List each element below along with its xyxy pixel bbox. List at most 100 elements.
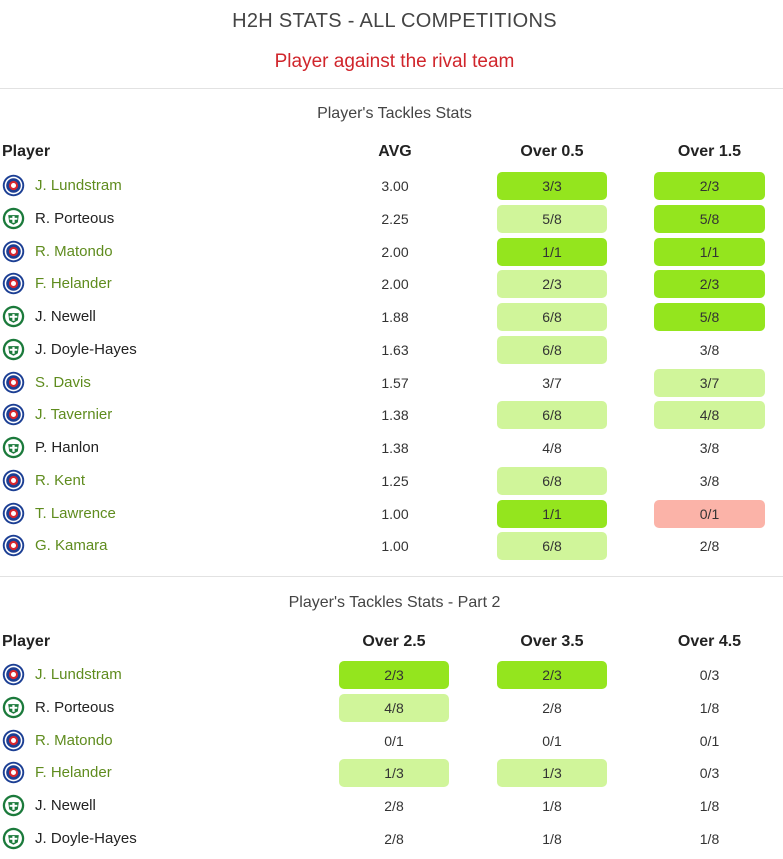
stat-cell: 4/8 [339, 693, 449, 722]
table1-header: Player AVG Over 0.5 Over 1.5 [0, 140, 783, 164]
stat-cell: 1/1 [497, 237, 607, 266]
table2-header: Player Over 2.5 Over 3.5 Over 4.5 [0, 630, 783, 654]
table-row-r-matondo: R. Matondo 2.00 1/1 1/1 [0, 237, 783, 267]
stat-cell: 3/7 [542, 374, 562, 391]
player-name-link: J. Newell [35, 797, 96, 814]
stat-cell: 5/8 [654, 204, 765, 233]
player-name-link: J. Doyle-Hayes [35, 829, 137, 847]
player-name-link[interactable]: F. Helander [35, 764, 112, 782]
stat-cell: 6/8 [497, 466, 607, 495]
player-name-link[interactable]: R. Matondo [35, 731, 113, 749]
rangers-crest-icon [2, 469, 25, 492]
stat-cell: 2/8 [384, 830, 404, 847]
hibernian-crest-icon [2, 696, 25, 719]
column-header-over-1-5: Over 1.5 [677, 143, 742, 160]
stat-cell: 3/8 [699, 440, 720, 456]
table-row-r-kent: R. Kent 1.25 6/8 3/8 [0, 466, 783, 496]
stat-cell: 2/3 [339, 661, 449, 689]
avg-value: 3.00 [381, 178, 409, 194]
stat-cell: 1/1 [654, 237, 765, 266]
avg-value: 1.38 [381, 440, 409, 456]
player-name-link[interactable]: J. Lundstram [35, 177, 122, 194]
player-name-link: J. Doyle-Hayes [35, 340, 137, 358]
column-header-over-0-5: Over 0.5 [520, 143, 584, 160]
player-name-link: R. Porteous [35, 209, 115, 227]
stat-cell: 5/8 [654, 303, 765, 331]
rangers-crest-icon [2, 729, 25, 752]
stat-cell: 1/8 [699, 830, 720, 847]
avg-value: 2.00 [381, 243, 409, 260]
stat-cell: 2/3 [654, 270, 765, 299]
table-row-j-tavernier: J. Tavernier 1.38 6/8 4/8 [0, 400, 783, 430]
player-name-link[interactable]: G. Kamara [35, 537, 108, 555]
section-title-tackles: Player's Tackles Stats [317, 105, 472, 122]
table-row-r-porteous: R. Porteous 2.25 5/8 5/8 [0, 204, 783, 234]
avg-value: 1.63 [381, 341, 409, 358]
stat-cell: 2/8 [384, 798, 404, 814]
stat-cell: 4/8 [654, 401, 765, 430]
table-row-j-lundstram: J. Lundstram 2/3 2/3 0/3 [0, 660, 783, 690]
stat-cell: 6/8 [497, 335, 607, 364]
column-header-avg: AVG [378, 143, 412, 160]
table-row-j-lundstram: J. Lundstram 3.00 3/3 2/3 [0, 171, 783, 201]
hibernian-crest-icon [2, 436, 25, 459]
table-row-j-newell: J. Newell 1.88 6/8 5/8 [0, 302, 783, 332]
page-title: H2H STATS - ALL COMPETITIONS [232, 10, 557, 32]
hibernian-crest-icon [2, 794, 25, 817]
table-row-j-doyle-hayes: J. Doyle-Hayes 1.63 6/8 3/8 [0, 335, 783, 365]
stat-cell: 2/8 [542, 699, 562, 716]
player-name-link[interactable]: S. Davis [35, 373, 91, 391]
stat-cell: 0/3 [699, 667, 720, 683]
stat-cell: 1/1 [497, 499, 607, 528]
stat-cell: 0/1 [654, 499, 765, 528]
column-header-player: Player [2, 633, 51, 650]
player-name-link: R. Porteous [35, 698, 115, 716]
rangers-crest-icon [2, 371, 25, 394]
avg-value: 2.00 [381, 276, 409, 293]
table-row-f-helander: F. Helander 1/3 1/3 0/3 [0, 758, 783, 788]
table-row-g-kamara: G. Kamara 1.00 6/8 2/8 [0, 531, 783, 561]
stat-cell: 2/8 [699, 538, 720, 555]
stat-cell: 4/8 [542, 440, 562, 456]
player-name-link[interactable]: J. Tavernier [35, 406, 113, 424]
player-name-link[interactable]: R. Kent [35, 471, 86, 489]
hibernian-crest-icon [2, 207, 25, 230]
avg-value: 1.88 [381, 309, 409, 325]
stat-cell: 6/8 [497, 303, 607, 331]
avg-value: 2.25 [381, 210, 409, 227]
rangers-crest-icon [2, 663, 25, 686]
table-row-r-matondo: R. Matondo 0/1 0/1 0/1 [0, 726, 783, 756]
hibernian-crest-icon [2, 305, 25, 328]
avg-value: 1.38 [381, 407, 409, 424]
stat-cell: 3/7 [654, 368, 765, 397]
stat-cell: 0/1 [384, 732, 404, 749]
stat-cell: 6/8 [497, 401, 607, 430]
section-title-tackles-part2: Player's Tackles Stats - Part 2 [288, 594, 501, 611]
player-name-link[interactable]: J. Lundstram [35, 666, 122, 683]
rangers-crest-icon [2, 502, 25, 525]
avg-value: 1.00 [381, 538, 409, 555]
table-row-r-porteous: R. Porteous 4/8 2/8 1/8 [0, 693, 783, 723]
table-row-t-lawrence: T. Lawrence 1.00 1/1 0/1 [0, 499, 783, 529]
player-name-link[interactable]: R. Matondo [35, 242, 113, 260]
stat-cell: 0/1 [542, 732, 562, 749]
hibernian-crest-icon [2, 827, 25, 850]
table-row-j-doyle-hayes: J. Doyle-Hayes 2/8 1/8 1/8 [0, 824, 783, 854]
column-header-over-2-5: Over 2.5 [362, 633, 426, 650]
rangers-crest-icon [2, 761, 25, 784]
stat-cell: 3/8 [699, 472, 720, 489]
divider [0, 576, 783, 577]
player-name-link[interactable]: F. Helander [35, 275, 112, 293]
table-row-f-helander: F. Helander 2.00 2/3 2/3 [0, 269, 783, 299]
player-name-link: P. Hanlon [35, 439, 99, 456]
column-header-player: Player [2, 143, 51, 160]
rangers-crest-icon [2, 534, 25, 557]
hibernian-crest-icon [2, 338, 25, 361]
stat-cell: 3/8 [699, 341, 720, 358]
stat-cell: 0/3 [699, 765, 720, 782]
stat-cell: 1/3 [339, 759, 449, 788]
page-subtitle: Player against the rival team [274, 51, 515, 72]
stat-cell: 2/3 [654, 172, 765, 200]
player-name-link[interactable]: T. Lawrence [35, 504, 116, 522]
stat-cell: 2/3 [497, 661, 607, 689]
